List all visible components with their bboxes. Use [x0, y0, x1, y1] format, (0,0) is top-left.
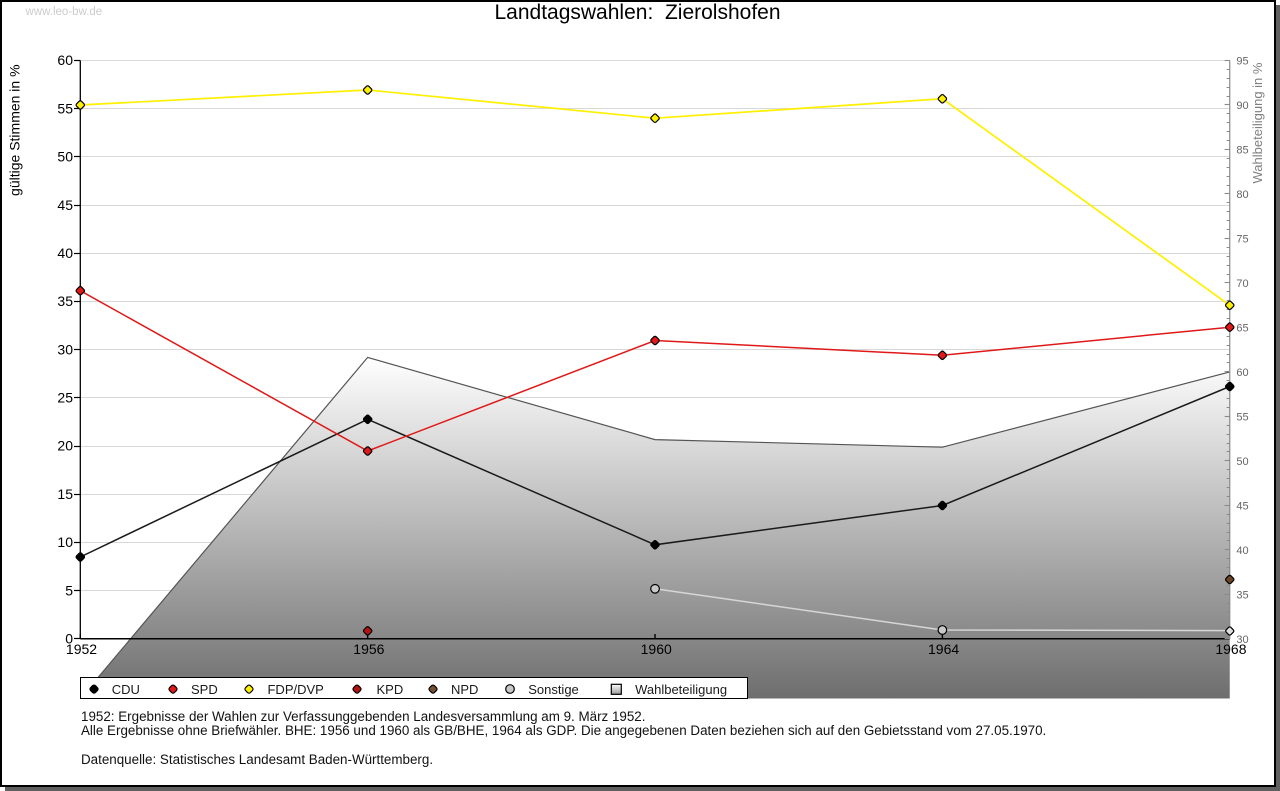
svg-text:45: 45 — [1236, 500, 1248, 512]
svg-text:80: 80 — [1236, 189, 1248, 201]
svg-text:1968: 1968 — [1215, 641, 1246, 657]
svg-text:45: 45 — [57, 197, 73, 213]
svg-text:10: 10 — [57, 534, 73, 550]
svg-text:1964: 1964 — [928, 641, 959, 657]
svg-text:60: 60 — [57, 52, 73, 68]
svg-text:95: 95 — [1236, 56, 1248, 68]
svg-text:40: 40 — [57, 245, 73, 261]
svg-text:50: 50 — [57, 149, 73, 165]
svg-text:60: 60 — [1236, 367, 1248, 379]
svg-text:5: 5 — [65, 582, 73, 598]
svg-text:90: 90 — [1236, 100, 1248, 112]
svg-text:35: 35 — [57, 293, 73, 309]
svg-text:30: 30 — [57, 341, 73, 357]
svg-text:50: 50 — [1236, 456, 1248, 468]
svg-text:1956: 1956 — [353, 641, 384, 657]
svg-text:0: 0 — [65, 631, 73, 647]
svg-text:Wahlbeteiligung in %: Wahlbeteiligung in % — [1250, 62, 1265, 183]
svg-text:20: 20 — [57, 438, 73, 454]
svg-text:30: 30 — [1236, 634, 1248, 646]
svg-text:25: 25 — [57, 390, 73, 406]
svg-text:40: 40 — [1236, 545, 1248, 557]
svg-text:85: 85 — [1236, 144, 1248, 156]
svg-text:55: 55 — [1236, 411, 1248, 423]
svg-text:55: 55 — [57, 100, 73, 116]
svg-text:1960: 1960 — [641, 641, 672, 657]
svg-text:1952: 1952 — [66, 641, 97, 657]
svg-text:75: 75 — [1236, 233, 1248, 245]
svg-text:15: 15 — [57, 486, 73, 502]
svg-text:35: 35 — [1236, 589, 1248, 601]
svg-text:65: 65 — [1236, 322, 1248, 334]
svg-text:gültige Stimmen in %: gültige Stimmen in % — [7, 64, 23, 196]
svg-text:70: 70 — [1236, 278, 1248, 290]
